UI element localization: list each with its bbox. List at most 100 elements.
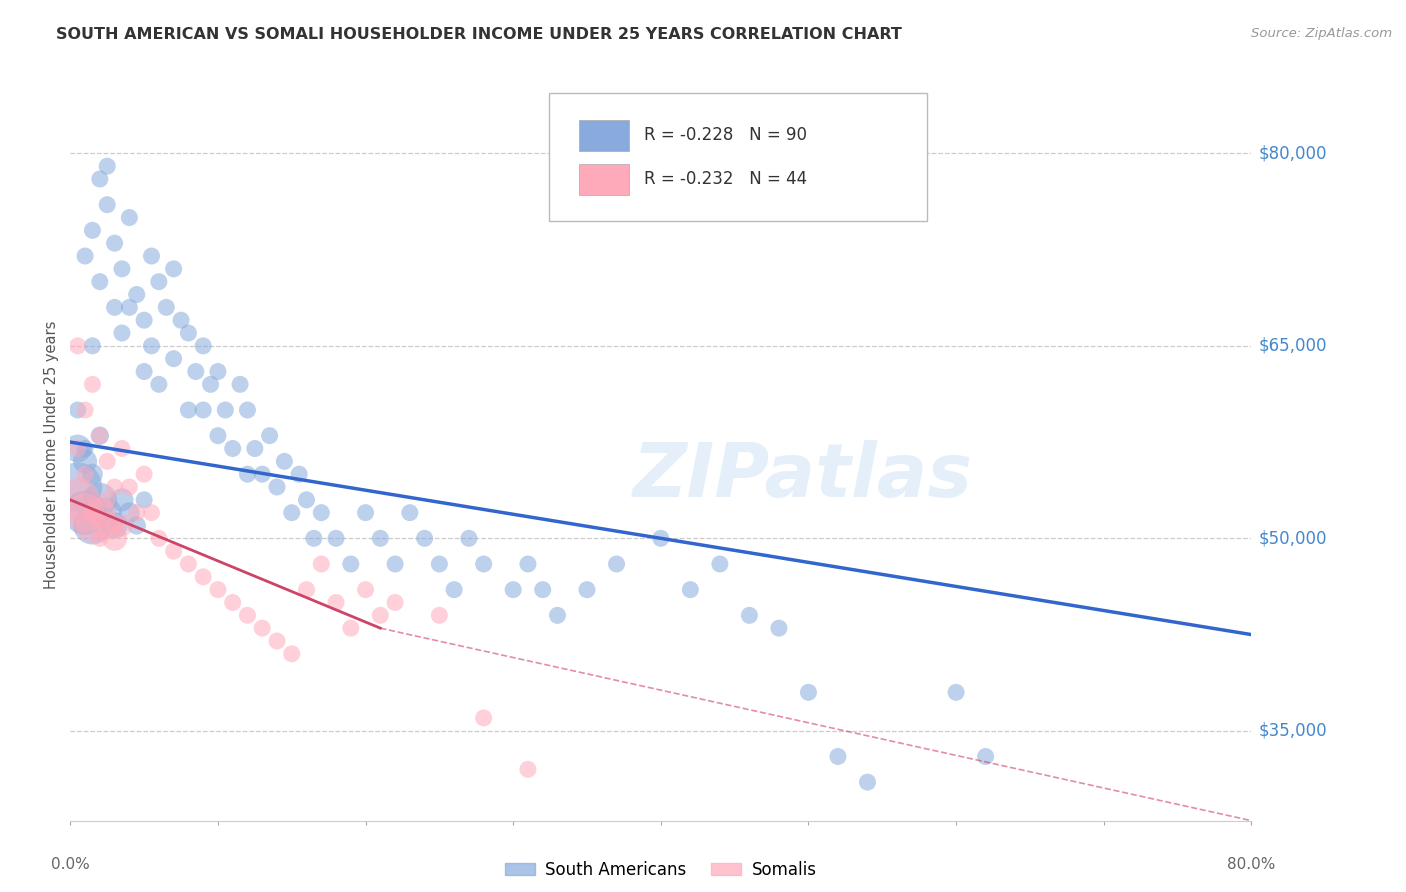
Point [111, 492, 134, 507]
Point [472, 557, 495, 571]
Point [148, 532, 170, 546]
Point [184, 364, 207, 378]
Point [125, 518, 148, 533]
Point [96, 159, 118, 173]
Point [82, 518, 104, 533]
Point [155, 301, 177, 315]
Point [170, 313, 193, 327]
Point [96, 518, 118, 533]
Point [89, 532, 111, 546]
Point [118, 506, 141, 520]
Text: Source: ZipAtlas.com: Source: ZipAtlas.com [1251, 27, 1392, 40]
Point [191, 403, 214, 417]
Point [75, 506, 96, 520]
Point [75, 454, 96, 468]
Point [325, 532, 347, 546]
Point [222, 442, 245, 456]
Point [191, 339, 214, 353]
Point [104, 518, 127, 533]
Point [295, 492, 318, 507]
Point [679, 582, 702, 597]
Point [96, 492, 118, 507]
Point [502, 582, 524, 597]
Point [575, 582, 598, 597]
Point [96, 197, 118, 211]
Point [96, 454, 118, 468]
Point [66, 492, 89, 507]
Point [104, 236, 127, 251]
Point [281, 647, 304, 661]
Point [104, 532, 127, 546]
Point [75, 506, 96, 520]
Point [354, 506, 377, 520]
Point [709, 557, 731, 571]
Point [309, 506, 333, 520]
Point [259, 428, 281, 442]
Point [104, 518, 127, 533]
Point [250, 467, 273, 482]
Point [75, 403, 96, 417]
Point [384, 557, 406, 571]
Point [82, 377, 104, 392]
Text: 0.0%: 0.0% [51, 856, 90, 871]
Point [125, 506, 148, 520]
Point [340, 557, 363, 571]
Text: R = -0.232   N = 44: R = -0.232 N = 44 [644, 170, 807, 188]
Point [104, 301, 127, 315]
Point [82, 518, 104, 533]
Point [66, 480, 89, 494]
Point [302, 532, 325, 546]
Point [288, 467, 311, 482]
FancyBboxPatch shape [579, 120, 628, 151]
Point [191, 570, 214, 584]
Point [945, 685, 967, 699]
Point [89, 506, 111, 520]
Point [200, 377, 222, 392]
Point [89, 428, 111, 442]
Point [75, 467, 96, 482]
Point [856, 775, 879, 789]
Point [413, 532, 436, 546]
Text: $50,000: $50,000 [1258, 529, 1327, 548]
Point [281, 506, 304, 520]
Point [141, 339, 163, 353]
Point [295, 582, 318, 597]
Point [243, 442, 266, 456]
Point [207, 428, 229, 442]
Point [236, 467, 259, 482]
Point [827, 749, 849, 764]
Point [111, 261, 134, 276]
Point [458, 532, 481, 546]
Point [132, 467, 156, 482]
Point [177, 326, 200, 340]
Point [974, 749, 997, 764]
Point [236, 608, 259, 623]
Point [111, 326, 134, 340]
Point [132, 364, 156, 378]
Point [163, 544, 186, 558]
Point [236, 403, 259, 417]
Point [273, 454, 295, 468]
Point [207, 364, 229, 378]
Point [427, 557, 450, 571]
Point [797, 685, 820, 699]
Point [368, 532, 391, 546]
Point [177, 557, 200, 571]
Point [163, 351, 186, 366]
Point [266, 634, 288, 648]
Point [118, 211, 141, 225]
Point [82, 339, 104, 353]
Text: $65,000: $65,000 [1258, 337, 1327, 355]
Text: SOUTH AMERICAN VS SOMALI HOUSEHOLDER INCOME UNDER 25 YEARS CORRELATION CHART: SOUTH AMERICAN VS SOMALI HOUSEHOLDER INC… [56, 27, 903, 42]
Point [250, 621, 273, 635]
Text: ZIPatlas: ZIPatlas [633, 441, 973, 514]
Point [141, 249, 163, 263]
Point [111, 518, 134, 533]
Point [82, 506, 104, 520]
Point [207, 582, 229, 597]
Point [66, 442, 89, 456]
Point [141, 506, 163, 520]
Point [547, 608, 569, 623]
Point [309, 557, 333, 571]
Point [75, 249, 96, 263]
